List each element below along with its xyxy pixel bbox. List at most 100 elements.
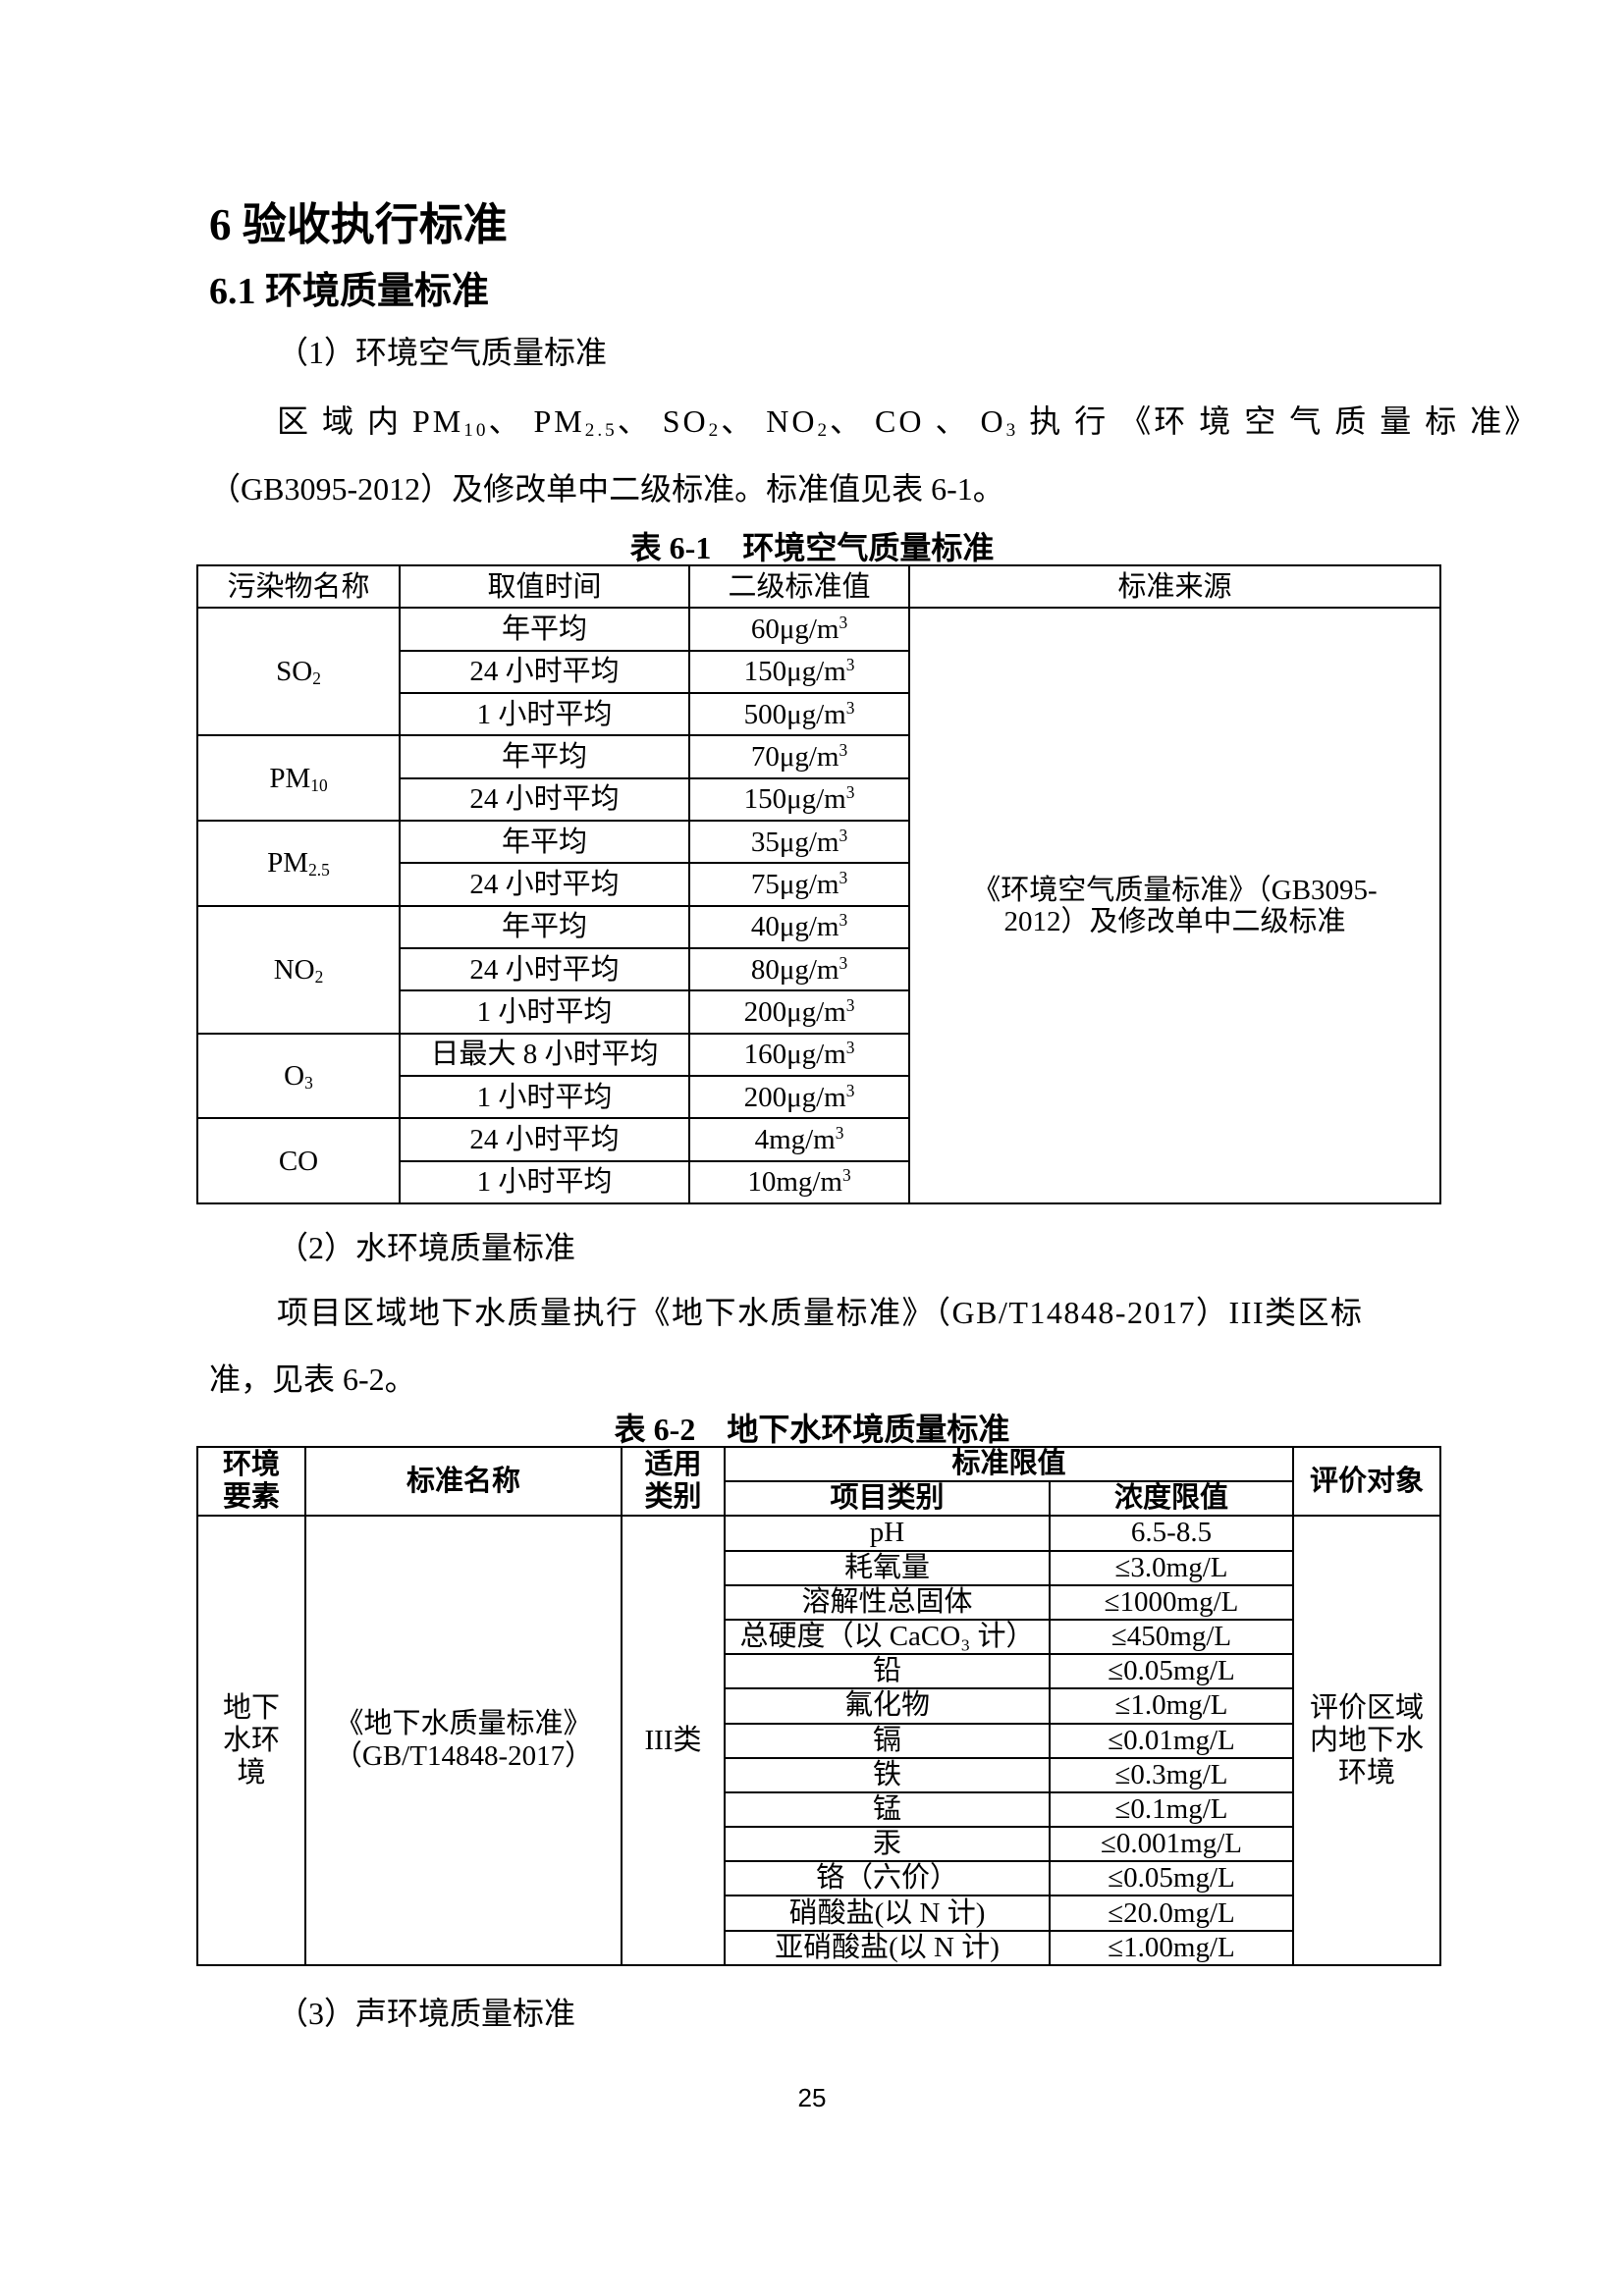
table-row: PM10 年平均 70μg/m3 (196, 734, 1440, 822)
value-cell: 35μg/m3 (688, 819, 910, 865)
header-cell: 项目类别 (724, 1480, 1051, 1518)
value-cell: 500μg/m3 (688, 691, 910, 737)
table-row: NO2 年平均 40μg/m3 (196, 904, 1440, 1035)
table-row: 总硬度（以 CaCO₃ 计） ≤450mg/L (197, 1618, 1440, 1656)
period-cell: 1 小时平均 (399, 1159, 690, 1205)
value-cell: 60μg/m3 (688, 607, 910, 652)
value-cell: 150μg/m3 (688, 649, 910, 694)
period-cell: 日最大 8 小时平均 (399, 1032, 690, 1077)
source-cell: 《环境空气质量标准》（GB3095-2012）及修改单中二级标准 (908, 607, 1441, 1204)
limit-cell: ≤1000mg/L (1049, 1583, 1294, 1621)
item-cell: 硝酸盐(以 N 计) (724, 1895, 1051, 1932)
table-row: 镉 ≤0.01mg/L (197, 1722, 1440, 1759)
limit-cell: 6.5-8.5 (1049, 1515, 1294, 1552)
subscript: 2 (312, 668, 321, 689)
table-row: CO 24 小时平均 4mg/m3 (196, 1117, 1440, 1204)
sub-heading-noise: （3）声环境质量标准 (277, 1996, 576, 2031)
item-cell: 铬（六价） (724, 1860, 1051, 1897)
table-row: SO2 年平均 60μg/m3 《环境空气质量标准》（GB3095-2012）及修改单… (196, 607, 1441, 1204)
limit-cell: ≤0.001mg/L (1049, 1826, 1294, 1863)
limit-cell: ≤0.3mg/L (1049, 1756, 1294, 1793)
period-cell: 年平均 (399, 819, 690, 865)
table-row: 锰 ≤0.1mg/L (197, 1790, 1440, 1829)
header-cell: 适用类别 (621, 1445, 726, 1518)
superscript: 3 (845, 655, 855, 675)
period-cell: 年平均 (399, 734, 690, 779)
sub-heading-air: （1）环境空气质量标准 (277, 335, 608, 370)
superscript: 3 (839, 867, 848, 887)
superscript: 3 (839, 739, 848, 760)
table-row: 亚硝酸盐(以 N 计) ≤1.00mg/L (197, 1929, 1440, 1967)
header-cell: 污染物名称 (196, 563, 401, 610)
period-cell: 年平均 (399, 904, 690, 949)
header-cell: 标准来源 (908, 563, 1441, 610)
table-row: 铅 ≤0.05mg/L (197, 1653, 1440, 1690)
table-row: 24 小时平均 75μg/m3 (197, 862, 1440, 907)
limit-cell: ≤0.01mg/L (1049, 1722, 1294, 1759)
table-row: O3 日最大 8 小时平均 160μg/m3 (196, 1032, 1440, 1120)
table-row: 1 小时平均 200μg/m3 (197, 989, 1440, 1035)
period-cell: 年平均 (399, 607, 690, 652)
header-cell: 取值时间 (399, 563, 690, 610)
item-cell: 镉 (724, 1722, 1051, 1759)
period-cell: 24 小时平均 (399, 946, 690, 992)
value-cell: 200μg/m3 (688, 989, 910, 1035)
value-cell: 160μg/m3 (688, 1032, 910, 1077)
superscript: 3 (845, 1080, 855, 1100)
pollutant-cell: CO (196, 1117, 401, 1204)
value-cell: 150μg/m3 (688, 776, 910, 822)
page-number: 25 (797, 2083, 827, 2112)
period-cell: 1 小时平均 (399, 1074, 690, 1120)
table-row: 硝酸盐(以 N 计) ≤20.0mg/L (197, 1895, 1440, 1932)
superscript: 3 (839, 910, 848, 931)
table-header-row: 项目类别 浓度限值 (197, 1480, 1440, 1518)
superscript: 3 (839, 825, 848, 845)
period-cell: 1 小时平均 (399, 691, 690, 737)
table-row: 1 小时平均 10mg/m3 (197, 1159, 1440, 1205)
superscript: 3 (841, 1165, 851, 1186)
item-cell: 铅 (724, 1653, 1051, 1690)
pollutant-cell: NO2 (196, 904, 401, 1035)
superscript: 3 (845, 697, 855, 718)
category-cell: III类 (621, 1515, 726, 1966)
value-cell: 200μg/m3 (688, 1074, 910, 1120)
paragraph-air-line1: 区 域 内 PM10、 PM2.5、 SO2、 NO2、 CO 、 O3 执 行… (277, 401, 1536, 441)
superscript: 3 (845, 994, 855, 1015)
item-cell: 总硬度（以 CaCO₃ 计） (724, 1618, 1051, 1656)
superscript: 3 (839, 612, 848, 632)
subscript: 10 (463, 420, 489, 441)
table-row: 24 小时平均 150μg/m3 (197, 776, 1440, 822)
table-row: 铁 ≤0.3mg/L (197, 1756, 1440, 1793)
table-row: 1 小时平均 500μg/m3 (197, 691, 1440, 737)
limit-cell: ≤450mg/L (1049, 1618, 1294, 1656)
period-cell: 24 小时平均 (399, 862, 690, 907)
item-cell: 锰 (724, 1790, 1051, 1829)
subscript: 3 (1005, 420, 1019, 441)
pollutant-cell: O3 (196, 1032, 401, 1120)
table-header-row: 污染物名称 取值时间 二级标准值 标准来源 (196, 563, 1441, 610)
item-cell: 耗氧量 (724, 1549, 1051, 1586)
pollutant-cell: PM2.5 (196, 819, 401, 907)
section-heading: 6 验收执行标准 (209, 200, 508, 249)
table-row: 铬（六价） ≤0.05mg/L (197, 1860, 1440, 1897)
subscript: 2 (817, 420, 831, 441)
standard-name-cell: 《地下水质量标准》（GB/T14848-2017） (304, 1515, 623, 1966)
value-cell: 4mg/m3 (688, 1117, 910, 1162)
subscript: 3 (304, 1072, 313, 1093)
subscript: 2 (314, 966, 324, 987)
superscript: 3 (845, 1038, 855, 1058)
header-cell: 环境要素 (196, 1445, 306, 1518)
sub-heading-water: （2）水环境质量标准 (277, 1230, 576, 1265)
value-cell: 10mg/m3 (688, 1159, 910, 1205)
superscript: 3 (839, 952, 848, 973)
table-row: 1 小时平均 200μg/m3 (197, 1074, 1440, 1120)
value-cell: 75μg/m3 (688, 862, 910, 907)
header-cell: 标准名称 (304, 1445, 623, 1518)
header-cell: 浓度限值 (1049, 1480, 1294, 1518)
header-cell: 评价对象 (1292, 1445, 1441, 1518)
period-cell: 1 小时平均 (399, 989, 690, 1035)
item-cell: 溶解性总固体 (724, 1583, 1051, 1621)
value-cell: 70μg/m3 (688, 734, 910, 779)
limit-cell: ≤20.0mg/L (1049, 1895, 1294, 1932)
superscript: 3 (845, 782, 855, 803)
